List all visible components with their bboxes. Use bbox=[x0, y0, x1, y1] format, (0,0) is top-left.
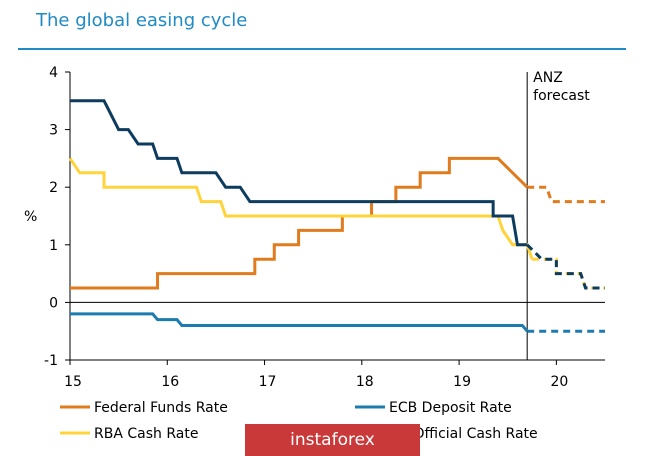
legend-label: RBA Cash Rate bbox=[94, 426, 198, 442]
page-title: The global easing cycle bbox=[36, 10, 248, 31]
series-line-0 bbox=[70, 156, 529, 290]
y-tick-label: -1 bbox=[44, 353, 58, 369]
title-divider bbox=[18, 48, 626, 50]
x-tick-label: 17 bbox=[259, 374, 277, 390]
legend-label: NZ Official Cash Rate bbox=[389, 426, 538, 442]
forecast-annotation: ANZ bbox=[533, 70, 563, 86]
legend-label: ECB Deposit Rate bbox=[389, 400, 512, 416]
forecast-annotation: forecast bbox=[533, 88, 590, 104]
y-tick-label: 0 bbox=[49, 295, 58, 311]
x-tick-label: 16 bbox=[161, 374, 179, 390]
y-tick-label: 1 bbox=[49, 238, 58, 254]
x-tick-label: 15 bbox=[64, 374, 82, 390]
y-tick-label: 3 bbox=[49, 123, 58, 139]
y-tick-label: 2 bbox=[49, 180, 58, 196]
series-line-3 bbox=[70, 99, 528, 247]
series-line-2 bbox=[68, 157, 534, 260]
x-tick-label: 20 bbox=[550, 374, 568, 390]
y-axis-label: % bbox=[24, 209, 37, 225]
legend-label: Federal Funds Rate bbox=[94, 400, 228, 416]
x-tick-label: 19 bbox=[453, 374, 471, 390]
x-tick-label: 18 bbox=[356, 374, 374, 390]
y-tick-label: 4 bbox=[49, 65, 58, 81]
series-forecast-line-0 bbox=[527, 185, 605, 204]
series-line-1 bbox=[70, 312, 529, 333]
series-forecast-line-3 bbox=[526, 243, 605, 290]
watermark-logo: instaforex bbox=[245, 424, 420, 456]
